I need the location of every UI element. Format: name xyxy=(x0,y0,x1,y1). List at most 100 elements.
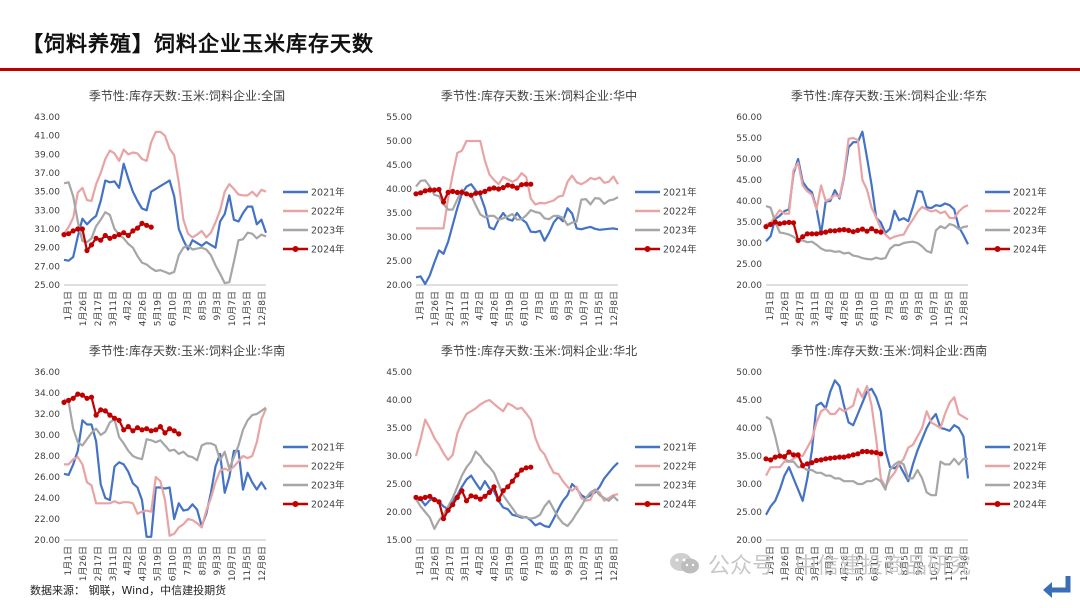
data-point xyxy=(102,408,108,414)
x-tick-label: 4月26日 xyxy=(490,291,501,326)
y-tick-label: 30.00 xyxy=(736,239,762,249)
x-tick-label: 6月10日 xyxy=(167,546,178,581)
x-tick-label: 5月19日 xyxy=(153,291,164,326)
data-point xyxy=(514,185,520,191)
series-line-2022年 xyxy=(765,136,969,240)
x-tick-label: 9月3日 xyxy=(212,291,223,320)
wechat-icon xyxy=(670,553,699,574)
data-point xyxy=(148,428,154,434)
data-point xyxy=(873,228,879,234)
data-point xyxy=(445,189,451,195)
x-tick-label: 1月1日 xyxy=(415,546,426,575)
x-tick-label: 3月11日 xyxy=(108,546,119,581)
x-tick-label: 12月8日 xyxy=(959,546,970,581)
data-point xyxy=(523,465,529,471)
data-point xyxy=(859,448,865,455)
y-tick-label: 45.00 xyxy=(736,176,762,186)
data-point xyxy=(795,237,801,244)
data-point xyxy=(878,451,884,457)
x-tick-label: 1月26日 xyxy=(78,546,89,581)
data-point xyxy=(800,234,806,240)
x-tick-label: 1月1日 xyxy=(765,291,776,320)
data-point xyxy=(519,467,525,473)
x-tick-label: 7月3日 xyxy=(884,291,895,320)
data-point xyxy=(823,229,829,235)
y-tick-label: 39.00 xyxy=(34,150,60,160)
data-point xyxy=(859,226,865,232)
legend-label: 2024年 xyxy=(1013,499,1047,511)
data-point xyxy=(528,181,534,187)
data-point xyxy=(500,488,506,494)
return-arrow-icon[interactable] xyxy=(1040,573,1074,601)
data-point xyxy=(134,425,141,431)
y-tick-label: 35.00 xyxy=(736,218,762,228)
x-tick-label: 5月19日 xyxy=(855,291,866,326)
x-tick-label: 4月26日 xyxy=(840,546,851,581)
x-tick-label: 11月5日 xyxy=(242,291,253,326)
data-point xyxy=(61,399,67,405)
x-tick-label: 3月11日 xyxy=(108,291,119,326)
y-tick-label: 40.00 xyxy=(386,396,412,406)
data-point xyxy=(98,237,104,243)
x-tick-label: 6月10日 xyxy=(869,291,880,326)
x-tick-label: 2月17日 xyxy=(93,291,104,326)
x-tick-label: 8月5日 xyxy=(197,291,208,320)
data-point xyxy=(459,189,465,195)
data-point xyxy=(148,224,154,230)
y-tick-label: 33.00 xyxy=(34,206,60,216)
data-source: 数据来源： 钢联，Wind，中信建投期货 xyxy=(30,584,227,597)
x-tick-label: 8月5日 xyxy=(549,291,560,320)
data-point xyxy=(139,427,145,433)
x-tick-label: 12月8日 xyxy=(959,291,970,326)
y-tick-label: 35.00 xyxy=(386,424,412,434)
chart-southwest: 季节性:库存天数:玉米:饲料企业:西南 20.00 25.00 30.00 35.00 4… xyxy=(722,340,1067,595)
legend-marker xyxy=(644,501,651,507)
data-point xyxy=(111,233,118,240)
data-point xyxy=(167,426,173,432)
data-point xyxy=(79,392,85,398)
data-point xyxy=(130,228,136,234)
x-tick-label: 4月26日 xyxy=(138,291,149,326)
x-tick-label: 1月1日 xyxy=(63,546,74,575)
data-point xyxy=(786,219,792,225)
y-tick-label: 20.00 xyxy=(736,281,762,291)
x-tick-label: 4月2日 xyxy=(475,546,486,575)
x-tick-label: 1月1日 xyxy=(63,291,74,320)
data-point xyxy=(93,412,99,418)
x-tick-label: 6月10日 xyxy=(167,291,178,326)
x-tick-label: 4月2日 xyxy=(825,291,836,320)
data-point xyxy=(139,220,145,226)
series-line-2022年 xyxy=(63,130,267,239)
data-point xyxy=(790,220,797,226)
series-line-2021年 xyxy=(63,419,267,538)
y-tick-label: 20.00 xyxy=(386,508,412,518)
chart-north-china: 季节性:库存天数:玉米:饲料企业:华北 15.00 20.00 25.00 30.00 3… xyxy=(372,340,717,595)
x-tick-label: 5月19日 xyxy=(505,291,516,326)
x-tick-label: 5月19日 xyxy=(855,546,866,581)
data-point xyxy=(496,186,502,192)
legend-label: 2022年 xyxy=(663,461,697,473)
data-point xyxy=(804,231,810,237)
x-tick-label: 9月3日 xyxy=(914,291,925,320)
y-tick-label: 50.00 xyxy=(386,137,412,147)
series-line-2022年 xyxy=(416,139,619,230)
data-point xyxy=(777,453,783,459)
y-tick-label: 20.00 xyxy=(34,536,60,546)
x-tick-label: 8月5日 xyxy=(549,546,560,575)
x-tick-label: 11月5日 xyxy=(944,291,955,326)
data-point xyxy=(855,451,861,457)
legend-marker xyxy=(994,246,1001,252)
data-point xyxy=(878,229,884,235)
data-point xyxy=(79,226,85,232)
data-point xyxy=(440,199,447,205)
y-tick-label: 50.00 xyxy=(736,155,762,165)
y-tick-label: 25.00 xyxy=(736,260,762,270)
data-point xyxy=(841,227,847,233)
legend-label: 2023年 xyxy=(1013,480,1047,492)
chart-east-china: 季节性:库存天数:玉米:饲料企业:华东 20.00 25.00 30.00 35.00 4… xyxy=(722,85,1067,340)
x-tick-label: 4月2日 xyxy=(123,546,134,575)
legend-label: 2021年 xyxy=(663,187,697,199)
data-point xyxy=(468,192,474,198)
y-tick-label: 45.00 xyxy=(386,161,412,171)
series-line-2023年 xyxy=(63,398,267,470)
